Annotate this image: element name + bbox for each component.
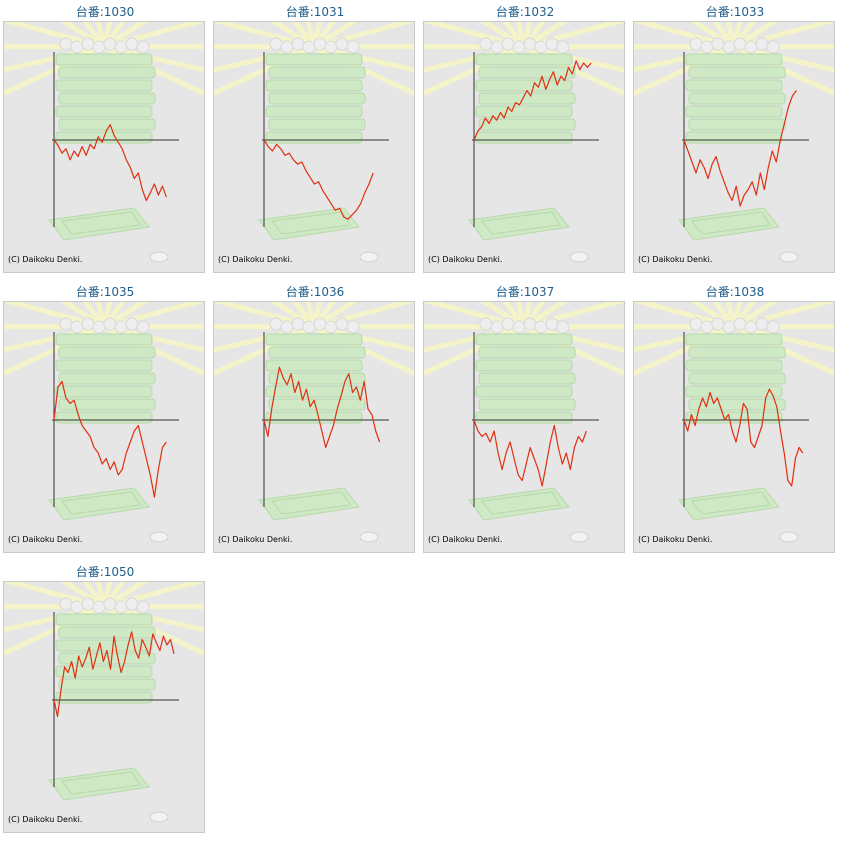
background-balls (269, 37, 360, 54)
chart-svg (214, 302, 414, 543)
background-tray (678, 487, 780, 521)
background-balls (689, 37, 780, 54)
background-tray (48, 487, 150, 521)
copyright-text: (C) Daikoku Denki. (638, 255, 713, 264)
series-line (53, 380, 167, 498)
background-balls (479, 317, 570, 334)
background-tray (258, 207, 360, 241)
series-line (263, 139, 374, 220)
background-balls (479, 37, 570, 54)
chart-title[interactable]: 台番:1033 (705, 5, 765, 19)
copyright-text: (C) Daikoku Denki. (8, 815, 83, 824)
chart-card[interactable]: 台番:1032 (C) Daikoku Denki. (420, 0, 630, 280)
background-tray (468, 207, 570, 241)
background-coin (569, 251, 589, 263)
chart-frame: (C) Daikoku Denki. (423, 21, 625, 273)
background-coin (779, 531, 799, 543)
background-balls (59, 37, 150, 54)
background-tray-stack (265, 333, 366, 424)
background-coin (149, 251, 169, 263)
chart-title[interactable]: 台番:1030 (75, 5, 135, 19)
chart-frame: (C) Daikoku Denki. (3, 21, 205, 273)
chart-card[interactable]: 台番:1037 (C) Daikoku Denki. (420, 280, 630, 560)
chart-svg (4, 302, 204, 543)
chart-title[interactable]: 台番:1035 (75, 285, 135, 299)
chart-card[interactable]: 台番:1035 (C) Daikoku Denki. (0, 280, 210, 560)
chart-card[interactable]: 台番:1030 (C) Daikoku Denki. (0, 0, 210, 280)
background-coin (359, 531, 379, 543)
background-coin (359, 251, 379, 263)
series-line (473, 419, 587, 487)
chart-frame: (C) Daikoku Denki. (3, 301, 205, 553)
chart-frame: (C) Daikoku Denki. (633, 301, 835, 553)
copyright-text: (C) Daikoku Denki. (8, 535, 83, 544)
series-line (53, 631, 175, 718)
chart-title[interactable]: 台番:1038 (705, 285, 765, 299)
background-tray (678, 207, 780, 241)
series-line (53, 123, 167, 202)
background-tray (48, 767, 150, 801)
series-line (263, 366, 381, 449)
chart-card[interactable]: 台番:1036 (C) Daikoku Denki. (210, 280, 420, 560)
series-line (473, 60, 592, 141)
chart-title[interactable]: 台番:1050 (75, 565, 135, 579)
background-tray-stack (685, 333, 786, 424)
chart-card[interactable]: 台番:1031 (C) Daikoku Denki. (210, 0, 420, 280)
chart-svg (214, 22, 414, 263)
chart-svg (424, 22, 624, 263)
background-balls (269, 317, 360, 334)
background-tray (258, 487, 360, 521)
copyright-text: (C) Daikoku Denki. (428, 535, 503, 544)
background-tray-stack (55, 613, 156, 704)
background-tray-stack (685, 53, 786, 144)
copyright-text: (C) Daikoku Denki. (218, 535, 293, 544)
background-coin (149, 531, 169, 543)
chart-frame: (C) Daikoku Denki. (213, 21, 415, 273)
chart-frame: (C) Daikoku Denki. (213, 301, 415, 553)
copyright-text: (C) Daikoku Denki. (8, 255, 83, 264)
background-tray (468, 487, 570, 521)
chart-svg (4, 22, 204, 263)
background-tray-stack (475, 53, 576, 144)
background-coin (149, 811, 169, 823)
chart-title[interactable]: 台番:1031 (285, 5, 345, 19)
chart-title[interactable]: 台番:1032 (495, 5, 555, 19)
background-balls (59, 317, 150, 334)
copyright-text: (C) Daikoku Denki. (218, 255, 293, 264)
background-tray-stack (55, 333, 156, 424)
background-coin (569, 531, 589, 543)
chart-frame: (C) Daikoku Denki. (3, 581, 205, 833)
chart-card[interactable]: 台番:1038 (C) Daikoku Denki. (630, 280, 840, 560)
chart-svg (634, 302, 834, 543)
series-line (683, 388, 804, 487)
copyright-text: (C) Daikoku Denki. (428, 255, 503, 264)
series-line (683, 90, 797, 207)
background-coin (779, 251, 799, 263)
chart-svg (424, 302, 624, 543)
chart-frame: (C) Daikoku Denki. (633, 21, 835, 273)
copyright-text: (C) Daikoku Denki. (638, 535, 713, 544)
chart-svg (634, 22, 834, 263)
chart-frame: (C) Daikoku Denki. (423, 301, 625, 553)
background-tray-stack (475, 333, 576, 424)
chart-card[interactable]: 台番:1050 (C) Daikoku Denki. (0, 560, 210, 840)
background-tray (48, 207, 150, 241)
chart-title[interactable]: 台番:1037 (495, 285, 555, 299)
background-tray-stack (265, 53, 366, 144)
background-balls (59, 597, 150, 614)
background-balls (689, 317, 780, 334)
chart-card[interactable]: 台番:1033 (C) Daikoku Denki. (630, 0, 840, 280)
chart-title[interactable]: 台番:1036 (285, 285, 345, 299)
background-tray-stack (55, 53, 156, 144)
chart-svg (4, 582, 204, 823)
